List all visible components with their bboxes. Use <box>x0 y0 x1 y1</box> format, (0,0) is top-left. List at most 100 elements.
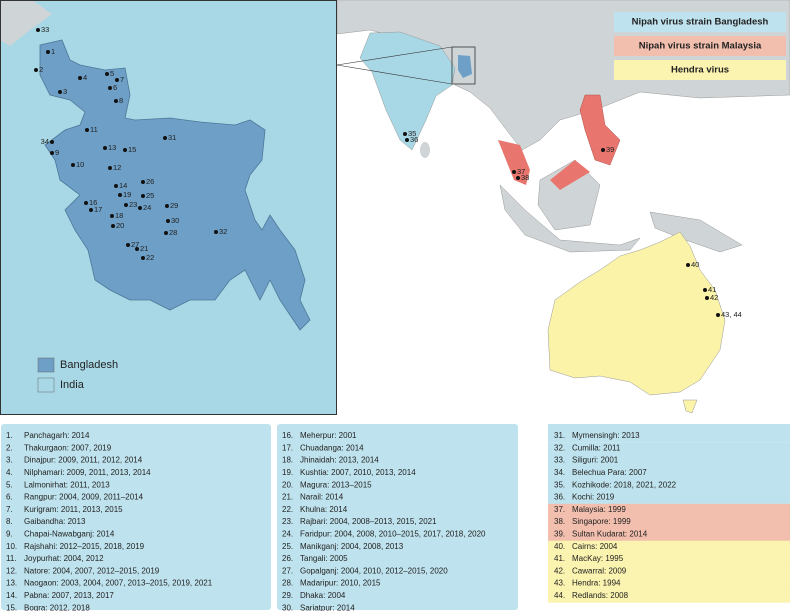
site-dot <box>716 313 720 317</box>
site-dot <box>135 247 139 251</box>
list-text: MacKay: 1995 <box>572 554 624 563</box>
list-number: 24. <box>282 530 293 539</box>
site-dot <box>126 243 130 247</box>
site-label: 13 <box>108 143 116 152</box>
site-dot <box>601 148 605 152</box>
site-dot <box>123 148 127 152</box>
legend-label: Nipah virus strain Malaysia <box>639 41 762 52</box>
list-text: Naogaon: 2003, 2004, 2007, 2013–2015, 20… <box>24 579 213 588</box>
site-label: 17 <box>94 205 102 214</box>
list-panel <box>1 424 271 610</box>
list-text: Pabna: 2007, 2013, 2017 <box>24 591 114 600</box>
site-label: 24 <box>143 203 151 212</box>
site-dot <box>118 193 122 197</box>
site-label: 40 <box>691 260 699 269</box>
inset-line <box>336 64 453 85</box>
list-number: 9. <box>6 530 13 539</box>
list-row-bg <box>548 424 790 443</box>
list-text: Magura: 2013–2015 <box>300 480 372 489</box>
list-number: 13. <box>6 579 17 588</box>
list-text: Belechua Para: 2007 <box>572 468 647 477</box>
site-label: 3 <box>63 87 67 96</box>
list-text: Sariatpur: 2014 <box>300 603 355 611</box>
site-dot <box>512 170 516 174</box>
site-dot <box>214 230 218 234</box>
site-dot <box>686 263 690 267</box>
list-text: Singapore: 1999 <box>572 517 631 526</box>
list-number: 4. <box>6 468 13 477</box>
site-label: 30 <box>171 216 179 225</box>
list-row-bg <box>548 589 790 603</box>
site-dot <box>108 166 112 170</box>
site-dot <box>703 288 707 292</box>
list-number: 32. <box>554 443 565 452</box>
site-label: 18 <box>115 211 123 220</box>
inset-legend-swatch <box>37 377 55 393</box>
site-label: 36 <box>410 135 418 144</box>
list-row-bg <box>548 454 790 468</box>
list-number: 40. <box>554 542 565 551</box>
site-label: 29 <box>170 201 178 210</box>
site-label: 16 <box>89 198 97 207</box>
site-label: 26 <box>146 177 154 186</box>
philippines <box>579 94 621 166</box>
site-label: 22 <box>146 253 154 262</box>
site-label: 37 <box>517 167 525 176</box>
site-label: 32 <box>219 227 227 236</box>
site-label: 15 <box>128 145 136 154</box>
site-label: 1 <box>51 47 55 56</box>
site-label: 31 <box>168 133 176 142</box>
site-label: 10 <box>76 160 84 169</box>
list-number: 23. <box>282 517 293 526</box>
site-dot <box>34 68 38 72</box>
list-row-bg <box>548 516 790 529</box>
list-number: 27. <box>282 566 293 575</box>
list-text: Cumilla: 2011 <box>572 443 621 452</box>
list-text: Madaripur: 2010, 2015 <box>300 579 381 588</box>
site-dot <box>114 184 118 188</box>
list-number: 21. <box>282 493 293 502</box>
list-number: 20. <box>282 480 293 489</box>
list-text: Kushtia: 2007, 2010, 2013, 2014 <box>300 468 416 477</box>
list-number: 6. <box>6 493 13 502</box>
list-number: 30. <box>282 603 293 611</box>
list-number: 33. <box>554 456 565 465</box>
bangladesh-small <box>458 55 472 78</box>
list-text: Dinajpur: 2009, 2011, 2012, 2014 <box>24 456 143 465</box>
site-label: 35 <box>408 129 416 138</box>
list-text: Cawarral: 2009 <box>572 566 627 575</box>
list-number: 14. <box>6 591 17 600</box>
list-number: 34. <box>554 468 565 477</box>
list-text: Dhaka: 2004 <box>300 591 346 600</box>
site-dot <box>50 151 54 155</box>
list-number: 12. <box>6 566 17 575</box>
list-text: Rajshahi: 2012–2015, 2018, 2019 <box>24 542 145 551</box>
site-dot <box>141 256 145 260</box>
site-label: 43, 44 <box>721 310 742 319</box>
site-dot <box>166 219 170 223</box>
legend-label: Hendra virus <box>671 65 729 76</box>
list-row-bg <box>548 540 790 554</box>
list-row-bg <box>548 503 790 517</box>
list-text: Joypurhat: 2004, 2012 <box>24 554 104 563</box>
legend-box <box>614 12 786 32</box>
list-number: 36. <box>554 493 565 502</box>
inset-box <box>451 46 476 85</box>
site-dot <box>110 214 114 218</box>
site-dot <box>71 163 75 167</box>
list-text: Hendra: 1994 <box>572 579 621 588</box>
site-dot <box>108 86 112 90</box>
new-guinea <box>649 211 743 253</box>
site-dot <box>85 128 89 132</box>
site-label: 12 <box>113 163 121 172</box>
site-label: 4 <box>83 73 87 82</box>
bangladesh <box>39 39 311 331</box>
list-text: Siliguri: 2001 <box>572 456 619 465</box>
malaysia <box>498 140 530 185</box>
site-dot <box>84 201 88 205</box>
list-number: 2. <box>6 443 13 452</box>
list-number: 11. <box>6 554 17 563</box>
list-text: Natore: 2004, 2007, 2012–2015, 2019 <box>24 566 160 575</box>
